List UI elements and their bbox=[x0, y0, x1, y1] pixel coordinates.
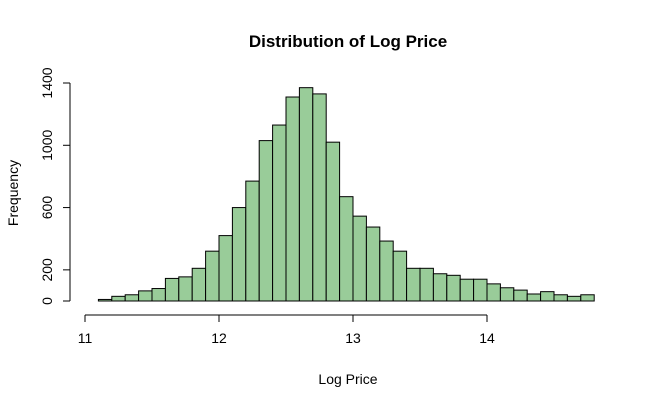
x-axis-label: Log Price bbox=[318, 371, 377, 387]
histogram-bar bbox=[218, 235, 233, 302]
histogram-bar bbox=[473, 278, 488, 302]
histogram-bar bbox=[526, 293, 542, 302]
histogram-bar bbox=[392, 250, 408, 302]
histogram-bar bbox=[365, 226, 381, 302]
histogram-bar bbox=[580, 294, 595, 302]
histogram-bar bbox=[191, 267, 207, 302]
histogram-bar bbox=[499, 287, 515, 302]
histogram-bar bbox=[379, 240, 394, 302]
histogram-bar bbox=[111, 295, 126, 302]
histogram-bar bbox=[486, 283, 501, 302]
histogram-bar bbox=[513, 289, 528, 302]
x-tick-label: 12 bbox=[211, 330, 227, 346]
y-tick-label: 200 bbox=[39, 258, 55, 282]
y-axis: 0 200 600 1000 1400 bbox=[39, 67, 71, 305]
histogram-bar bbox=[164, 277, 180, 302]
histogram-bar bbox=[298, 87, 314, 302]
y-tick-label: 600 bbox=[39, 196, 55, 220]
histogram-bar bbox=[258, 140, 274, 302]
histogram-bar bbox=[245, 180, 260, 302]
histogram-bar bbox=[97, 298, 113, 302]
histogram-bar bbox=[272, 124, 287, 302]
histogram-bar bbox=[285, 96, 300, 302]
histogram-bar bbox=[540, 291, 555, 302]
y-tick-label: 1000 bbox=[39, 130, 55, 161]
histogram-bar bbox=[446, 274, 461, 302]
x-tick-label: 11 bbox=[78, 330, 93, 346]
histogram-bar bbox=[419, 267, 434, 302]
histogram-bar bbox=[339, 196, 354, 302]
histogram-bar bbox=[432, 273, 448, 302]
bars-group bbox=[97, 87, 595, 302]
histogram-bar bbox=[566, 295, 582, 302]
x-tick-label: 13 bbox=[345, 330, 361, 346]
histogram-bar bbox=[553, 294, 568, 302]
x-axis: 11 12 13 14 bbox=[78, 314, 495, 346]
chart-title: Distribution of Log Price bbox=[249, 32, 447, 51]
histogram-bar bbox=[352, 215, 367, 302]
histogram-bar bbox=[231, 207, 247, 302]
histogram-bar bbox=[124, 294, 140, 302]
y-tick-label: 1400 bbox=[39, 67, 55, 98]
histogram-bar bbox=[151, 288, 166, 302]
x-tick-label: 14 bbox=[479, 330, 495, 346]
histogram-bar bbox=[178, 276, 193, 302]
histogram-bar bbox=[406, 267, 421, 302]
histogram-bar bbox=[138, 290, 153, 302]
histogram-bar bbox=[205, 250, 220, 302]
histogram-bar bbox=[459, 278, 475, 302]
histogram-bar bbox=[312, 93, 327, 302]
y-tick-label: 0 bbox=[39, 297, 55, 305]
histogram-bar bbox=[325, 141, 341, 302]
y-axis-label: Frequency bbox=[5, 160, 21, 226]
